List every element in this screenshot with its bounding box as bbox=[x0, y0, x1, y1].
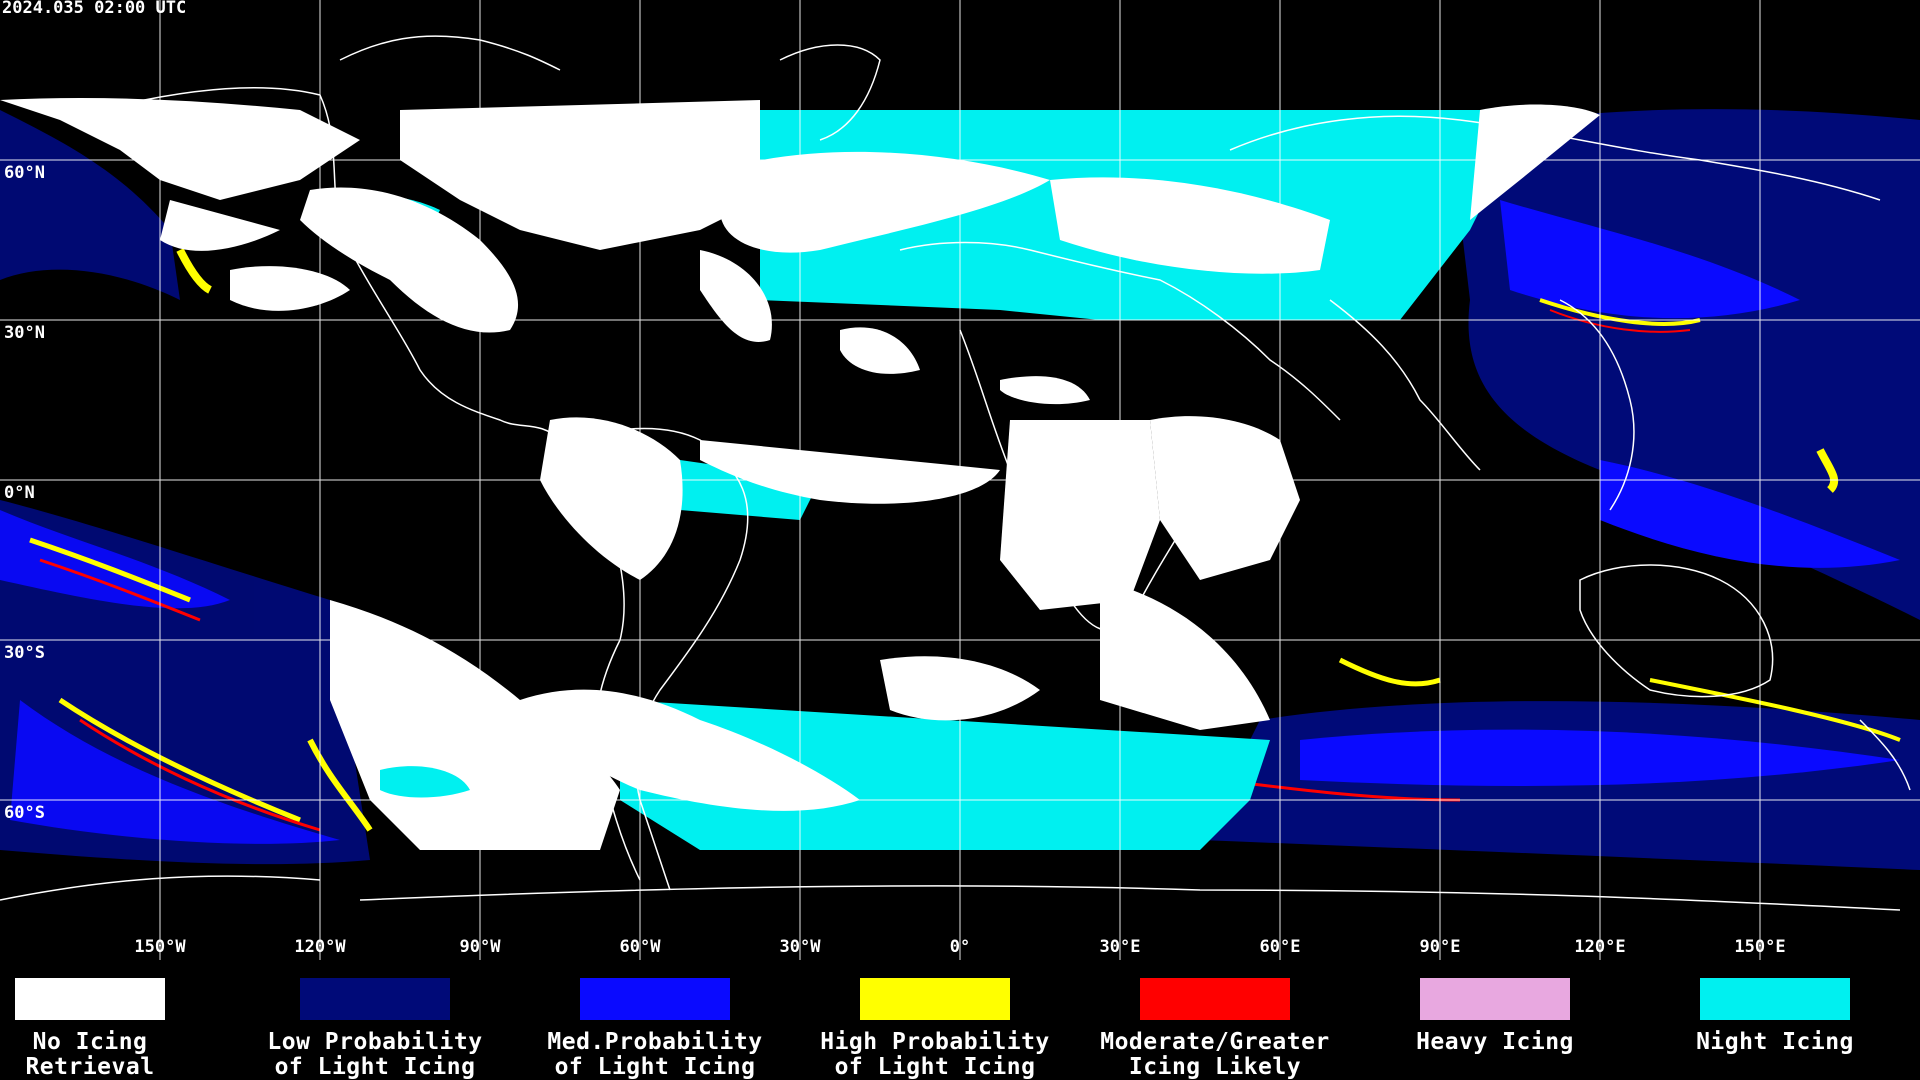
legend-item-no-icing: No Icing Retrieval bbox=[0, 960, 230, 1080]
legend-label: Heavy Icing bbox=[1416, 1029, 1574, 1055]
east-asia-icing-field bbox=[1200, 109, 1920, 870]
legend-item-med-prob: Med.Probability of Light Icing bbox=[515, 960, 795, 1080]
lon-label-90e: 90°E bbox=[1419, 937, 1461, 957]
legend-swatch bbox=[15, 978, 165, 1020]
coastlines bbox=[0, 35, 1911, 911]
legend-swatch bbox=[300, 978, 450, 1020]
legend-swatch bbox=[860, 978, 1010, 1020]
legend-swatch bbox=[580, 978, 730, 1020]
lat-label-30n: 30°N bbox=[4, 323, 45, 343]
legend-label: Low Probability of Light Icing bbox=[267, 1029, 483, 1080]
legend-item-night: Night Icing bbox=[1635, 960, 1915, 1055]
lat-label-60n: 60°N bbox=[4, 163, 45, 183]
graticule bbox=[0, 0, 1920, 960]
lon-label-60w: 60°W bbox=[619, 937, 661, 957]
legend-swatch bbox=[1140, 978, 1290, 1020]
legend-label: High Probability of Light Icing bbox=[820, 1029, 1050, 1080]
legend-label: Med.Probability of Light Icing bbox=[547, 1029, 763, 1080]
icing-speckles bbox=[29, 248, 1901, 832]
lon-label-30e: 30°E bbox=[1099, 937, 1141, 957]
legend-item-heavy: Heavy Icing bbox=[1355, 960, 1635, 1055]
lat-label-0n: 0°N bbox=[4, 483, 35, 503]
legend: No Icing Retrieval Low Probability of Ligh… bbox=[0, 960, 1920, 1080]
legend-label: No Icing Retrieval bbox=[25, 1029, 155, 1080]
west-pacific-icing-field bbox=[0, 110, 370, 865]
lat-label-60s: 60°S bbox=[4, 803, 45, 823]
lat-label-30s: 30°S bbox=[4, 643, 45, 663]
legend-item-low-prob: Low Probability of Light Icing bbox=[235, 960, 515, 1080]
timestamp: 2024.035 02:00 UTC bbox=[2, 0, 187, 18]
lon-label-30w: 30°W bbox=[779, 937, 821, 957]
legend-swatch bbox=[1700, 978, 1850, 1020]
lon-label-150w: 150°W bbox=[134, 937, 186, 957]
lon-label-90w: 90°W bbox=[459, 937, 501, 957]
icing-map bbox=[0, 0, 1920, 960]
legend-swatch bbox=[1420, 978, 1570, 1020]
legend-label: Moderate/Greater Icing Likely bbox=[1100, 1029, 1330, 1080]
legend-item-high-prob: High Probability of Light Icing bbox=[795, 960, 1075, 1080]
lon-label-0: 0° bbox=[949, 937, 971, 957]
legend-item-moderate: Moderate/Greater Icing Likely bbox=[1075, 960, 1355, 1080]
lon-label-60e: 60°E bbox=[1259, 937, 1301, 957]
legend-label: Night Icing bbox=[1696, 1029, 1854, 1055]
lon-label-150e: 150°E bbox=[1734, 937, 1786, 957]
lon-label-120w: 120°W bbox=[294, 937, 346, 957]
lon-label-120e: 120°E bbox=[1574, 937, 1626, 957]
